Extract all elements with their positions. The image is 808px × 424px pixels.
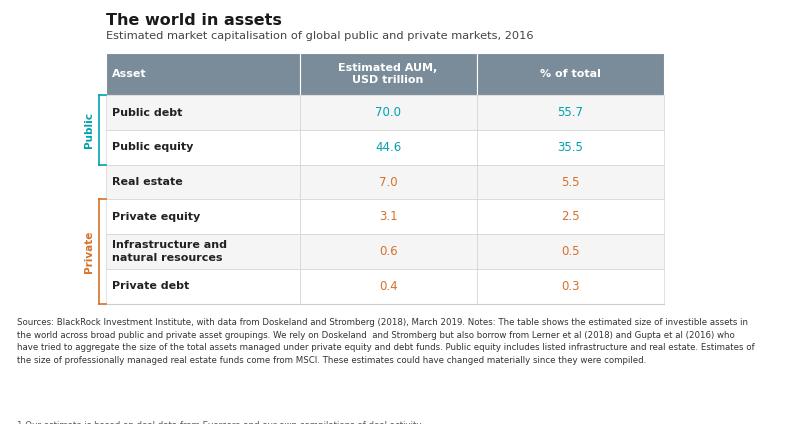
Text: Public debt: Public debt bbox=[112, 108, 183, 117]
Text: % of total: % of total bbox=[540, 69, 600, 79]
Text: Private: Private bbox=[83, 231, 94, 273]
FancyBboxPatch shape bbox=[477, 165, 664, 199]
Text: 35.5: 35.5 bbox=[558, 141, 583, 154]
FancyBboxPatch shape bbox=[300, 95, 477, 130]
FancyBboxPatch shape bbox=[106, 165, 300, 199]
FancyBboxPatch shape bbox=[106, 130, 300, 165]
Text: 7.0: 7.0 bbox=[379, 176, 398, 189]
FancyBboxPatch shape bbox=[477, 199, 664, 234]
Text: 0.4: 0.4 bbox=[379, 280, 398, 293]
Text: Private debt: Private debt bbox=[112, 282, 190, 291]
Text: Asset: Asset bbox=[112, 69, 147, 79]
FancyBboxPatch shape bbox=[300, 269, 477, 304]
FancyBboxPatch shape bbox=[477, 130, 664, 165]
FancyBboxPatch shape bbox=[106, 95, 300, 130]
Text: Estimated AUM,
USD trillion: Estimated AUM, USD trillion bbox=[339, 63, 438, 85]
FancyBboxPatch shape bbox=[106, 269, 300, 304]
Text: 3.1: 3.1 bbox=[379, 210, 398, 223]
Text: 70.0: 70.0 bbox=[375, 106, 401, 119]
Text: Real estate: Real estate bbox=[112, 177, 183, 187]
FancyBboxPatch shape bbox=[477, 234, 664, 269]
Text: Sources: BlackRock Investment Institute, with data from Doskeland and Stromberg : Sources: BlackRock Investment Institute,… bbox=[17, 318, 755, 365]
FancyBboxPatch shape bbox=[300, 53, 477, 95]
Text: 2.5: 2.5 bbox=[561, 210, 579, 223]
Text: 44.6: 44.6 bbox=[375, 141, 402, 154]
Text: Private equity: Private equity bbox=[112, 212, 200, 222]
FancyBboxPatch shape bbox=[477, 269, 664, 304]
FancyBboxPatch shape bbox=[106, 199, 300, 234]
Text: Public: Public bbox=[83, 112, 94, 148]
Text: 0.5: 0.5 bbox=[561, 245, 579, 258]
Text: Estimated market capitalisation of global public and private markets, 2016: Estimated market capitalisation of globa… bbox=[106, 31, 533, 41]
Text: Infrastructure and
natural resources: Infrastructure and natural resources bbox=[112, 240, 227, 263]
Text: 0.6: 0.6 bbox=[379, 245, 398, 258]
FancyBboxPatch shape bbox=[477, 53, 664, 95]
FancyBboxPatch shape bbox=[300, 234, 477, 269]
FancyBboxPatch shape bbox=[106, 53, 300, 95]
FancyBboxPatch shape bbox=[106, 234, 300, 269]
Text: 1 Our estimate is based on deal data from Evercore and our own compilations of d: 1 Our estimate is based on deal data fro… bbox=[17, 421, 423, 424]
FancyBboxPatch shape bbox=[300, 165, 477, 199]
FancyBboxPatch shape bbox=[477, 95, 664, 130]
Text: Public equity: Public equity bbox=[112, 142, 194, 152]
FancyBboxPatch shape bbox=[300, 199, 477, 234]
Text: 55.7: 55.7 bbox=[558, 106, 583, 119]
FancyBboxPatch shape bbox=[300, 130, 477, 165]
Text: The world in assets: The world in assets bbox=[106, 13, 281, 28]
Text: 0.3: 0.3 bbox=[561, 280, 579, 293]
Text: 5.5: 5.5 bbox=[561, 176, 579, 189]
